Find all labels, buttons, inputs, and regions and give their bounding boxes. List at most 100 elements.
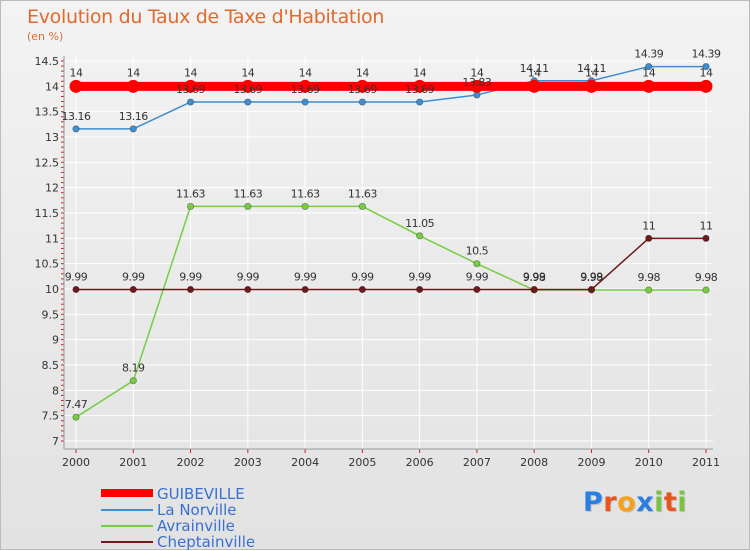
- data-point-guibeville: [584, 79, 598, 93]
- data-label-avrainville: 11.63: [176, 187, 205, 200]
- x-tick-label: 2006: [406, 456, 434, 469]
- data-label-guibeville: 14: [585, 66, 598, 79]
- data-label-guibeville: 14: [299, 66, 312, 79]
- data-label-cheptainville: 9.99: [580, 271, 603, 284]
- legend-swatch-cheptainville: [101, 541, 153, 543]
- data-label-guibeville: 14: [528, 66, 541, 79]
- y-tick-label: 11.5: [35, 207, 60, 220]
- data-point-avrainville: [129, 377, 137, 385]
- data-point-avrainville: [702, 286, 710, 294]
- y-tick-label: 7.5: [42, 410, 60, 423]
- x-tick-label: 2007: [463, 456, 491, 469]
- data-labels: 13.16 13.16 13.69 13.69 13.69 13.69 13.69 13.83…: [62, 48, 722, 412]
- x-tick-label: 2011: [692, 456, 720, 469]
- y-tick-label: 9.5: [42, 308, 60, 321]
- data-label-guibeville: 14: [700, 66, 713, 79]
- y-tick-label: 13.5: [35, 106, 60, 119]
- x-tick-label: 2005: [348, 456, 376, 469]
- data-label-cheptainville: 11: [700, 219, 713, 232]
- data-point-la-norville: [129, 125, 137, 133]
- data-label-la-norville: 13.69: [176, 83, 205, 96]
- legend-swatch-guibeville: [101, 489, 153, 497]
- data-point-la-norville: [645, 62, 653, 71]
- legend-swatch-avrainville: [101, 525, 153, 527]
- data-label-la-norville: 14.39: [692, 48, 721, 61]
- data-label-cheptainville: 9.99: [294, 271, 317, 284]
- logo-letter: x: [636, 487, 655, 518]
- data-point-cheptainville: [645, 234, 653, 242]
- data-point-avrainville: [358, 202, 366, 211]
- data-point-cheptainville: [416, 285, 424, 294]
- data-label-avrainville: 10.5: [466, 245, 489, 258]
- data-label-la-norville: 13.83: [462, 76, 491, 89]
- data-point-cheptainville: [186, 285, 195, 294]
- y-tick-label: 9: [52, 334, 59, 347]
- data-point-avrainville: [72, 413, 80, 421]
- data-label-cheptainville: 11: [642, 219, 655, 232]
- data-point-la-norville: [244, 98, 252, 106]
- legend-label-guibeville: GUIBEVILLE: [157, 485, 245, 503]
- data-label-cheptainville: 9.99: [122, 271, 145, 284]
- data-point-la-norville: [702, 62, 710, 71]
- data-point-cheptainville: [72, 285, 80, 294]
- data-label-cheptainville: 9.99: [523, 271, 546, 284]
- data-point-cheptainville: [358, 285, 366, 294]
- data-label-la-norville: 14.11: [520, 62, 549, 75]
- data-point-avrainville: [186, 202, 195, 211]
- data-label-la-norville: 13.69: [348, 83, 377, 96]
- y-tick-label: 13: [45, 131, 59, 144]
- series-line-la-norville: [76, 65, 706, 130]
- y-tick-label: 12: [45, 182, 59, 195]
- data-label-guibeville: 14: [241, 66, 254, 79]
- data-label-avrainville: 9.98: [637, 271, 660, 284]
- data-point-cheptainville: [702, 234, 710, 242]
- y-tick-label: 10: [45, 283, 59, 296]
- data-point-guibeville: [184, 79, 198, 93]
- proxiti-logo: Proxiti: [583, 487, 687, 518]
- data-label-la-norville: 13.16: [62, 110, 91, 123]
- data-label-la-norville: 13.69: [291, 83, 320, 96]
- chart-title: Evolution du Taux de Taxe d'Habitation: [27, 6, 385, 28]
- data-label-la-norville: 13.16: [119, 110, 148, 123]
- series-line-avrainville: [75, 205, 706, 418]
- data-label-avrainville: 9.98: [523, 271, 546, 284]
- data-label-avrainville: 11.63: [291, 187, 320, 200]
- data-label-guibeville: 14: [470, 66, 483, 79]
- legend-label-avrainville: Avrainville: [157, 517, 235, 535]
- logo-letter: i: [677, 487, 688, 518]
- data-label-guibeville: 14: [70, 66, 83, 79]
- data-label-la-norville: 14.39: [634, 48, 663, 61]
- data-label-guibeville: 14: [356, 66, 369, 79]
- data-point-guibeville: [413, 79, 427, 93]
- y-tick-label: 11: [45, 232, 59, 245]
- data-point-la-norville: [186, 98, 195, 106]
- logo-letter: P: [583, 487, 604, 518]
- data-label-cheptainville: 9.99: [351, 271, 374, 284]
- data-label-cheptainville: 9.99: [466, 271, 489, 284]
- data-point-avrainville: [244, 202, 252, 211]
- data-label-la-norville: 13.69: [233, 83, 262, 96]
- data-point-cheptainville: [530, 285, 538, 294]
- x-tick-label: 2009: [577, 456, 605, 469]
- x-tick-label: 2008: [520, 456, 548, 469]
- data-label-cheptainville: 9.99: [237, 271, 260, 284]
- data-label-cheptainville: 9.99: [65, 271, 88, 284]
- data-label-cheptainville: 9.99: [408, 271, 431, 284]
- data-label-guibeville: 14: [642, 66, 655, 79]
- data-label-avrainville: 11.05: [405, 217, 434, 230]
- data-point-guibeville: [470, 79, 484, 93]
- data-label-cheptainville: 9.99: [179, 271, 202, 284]
- data-label-la-norville: 14.11: [577, 62, 606, 75]
- data-point-guibeville: [69, 79, 83, 93]
- data-label-avrainville: 11.63: [348, 187, 377, 200]
- logo-letter: t: [663, 487, 678, 518]
- data-label-avrainville: 8.19: [122, 362, 145, 375]
- data-point-guibeville: [527, 79, 541, 93]
- x-tick-label: 2000: [62, 456, 90, 469]
- x-tick-label: 2001: [119, 456, 147, 469]
- data-point-cheptainville: [473, 285, 481, 294]
- y-tick-label: 8: [52, 384, 59, 397]
- data-point-cheptainville: [301, 285, 309, 294]
- legend-label-cheptainville: Cheptainville: [157, 533, 256, 551]
